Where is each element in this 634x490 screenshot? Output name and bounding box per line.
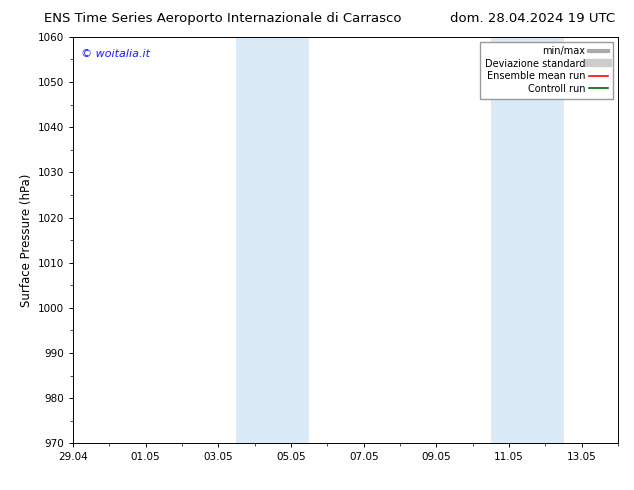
Text: ENS Time Series Aeroporto Internazionale di Carrasco: ENS Time Series Aeroporto Internazionale… xyxy=(44,12,402,25)
Text: dom. 28.04.2024 19 UTC: dom. 28.04.2024 19 UTC xyxy=(450,12,615,25)
Bar xyxy=(236,37,309,443)
Y-axis label: Surface Pressure (hPa): Surface Pressure (hPa) xyxy=(20,173,34,307)
Legend: min/max, Deviazione standard, Ensemble mean run, Controll run: min/max, Deviazione standard, Ensemble m… xyxy=(480,42,613,98)
Bar xyxy=(491,37,564,443)
Text: © woitalia.it: © woitalia.it xyxy=(81,49,150,59)
